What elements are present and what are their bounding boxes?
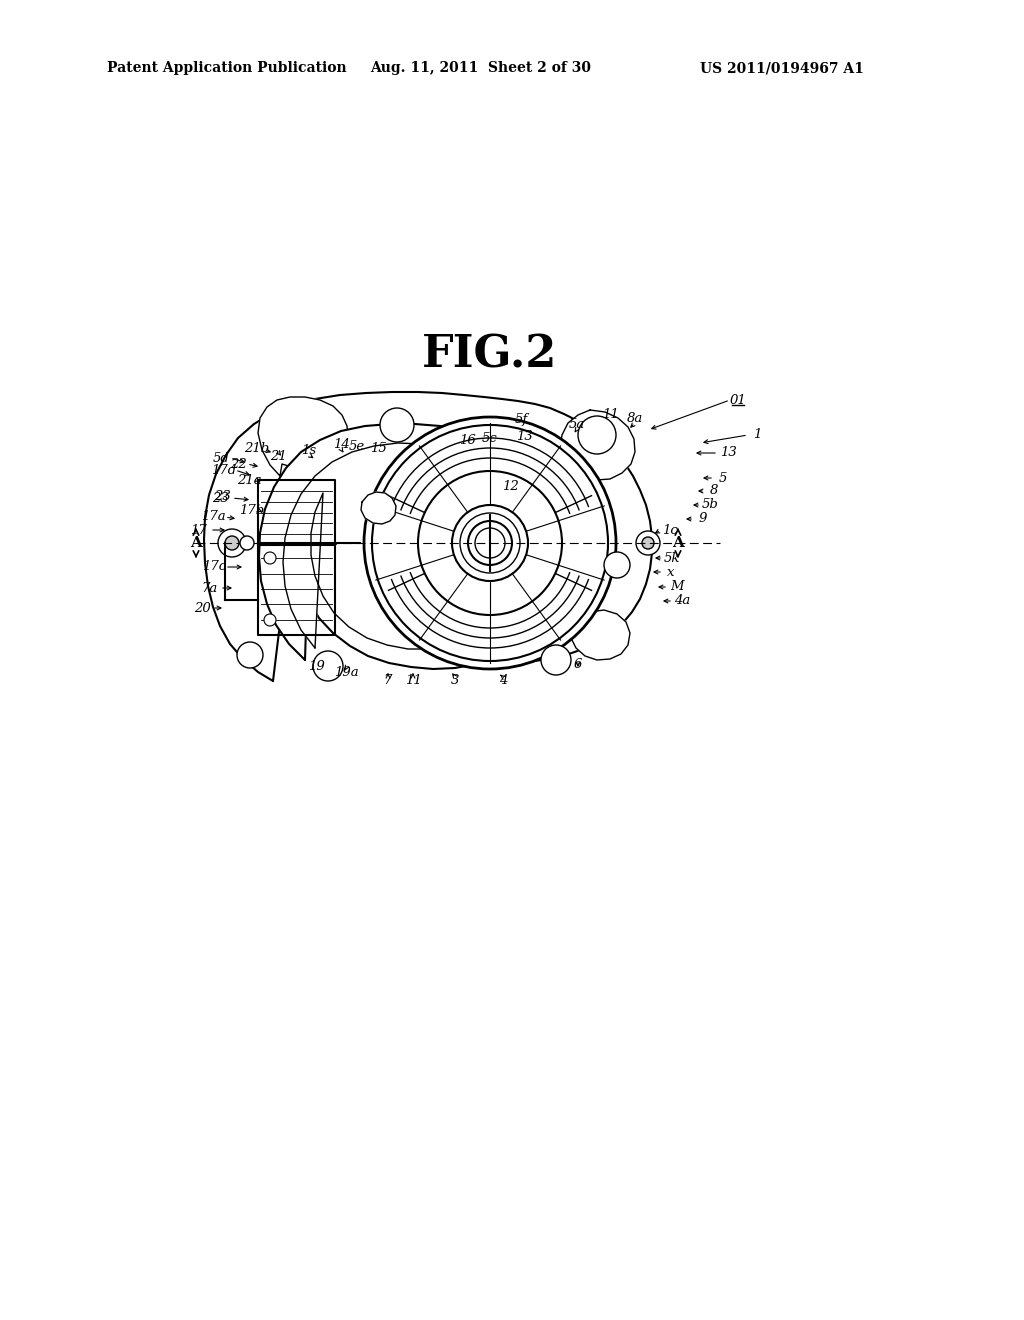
Text: 5d: 5d <box>213 451 229 465</box>
Text: 17d: 17d <box>211 463 237 477</box>
Circle shape <box>475 528 505 558</box>
Circle shape <box>313 651 343 681</box>
Text: 21: 21 <box>269 450 287 462</box>
Polygon shape <box>361 492 396 524</box>
Circle shape <box>578 416 616 454</box>
Polygon shape <box>204 392 652 681</box>
Circle shape <box>240 536 254 550</box>
Circle shape <box>364 417 616 669</box>
Text: 9: 9 <box>698 512 708 525</box>
Polygon shape <box>259 424 558 669</box>
Text: 13: 13 <box>516 429 532 442</box>
Circle shape <box>460 513 520 573</box>
Text: 20: 20 <box>194 602 210 615</box>
Circle shape <box>372 425 608 661</box>
Text: FIG.2: FIG.2 <box>422 334 558 376</box>
Text: 7: 7 <box>384 675 392 688</box>
Circle shape <box>541 645 571 675</box>
Text: 01: 01 <box>730 393 746 407</box>
Text: 4: 4 <box>499 675 507 688</box>
Text: 21b: 21b <box>245 441 269 454</box>
Text: 3: 3 <box>451 675 459 688</box>
Text: US 2011/0194967 A1: US 2011/0194967 A1 <box>700 61 864 75</box>
Text: 17c: 17c <box>202 561 226 573</box>
Text: Patent Application Publication: Patent Application Publication <box>106 61 347 75</box>
Text: 4a: 4a <box>674 594 690 607</box>
Text: 5: 5 <box>719 471 727 484</box>
Circle shape <box>468 521 512 565</box>
Text: 6: 6 <box>573 659 583 672</box>
Text: x: x <box>668 565 675 578</box>
Text: 8a: 8a <box>627 412 643 425</box>
Circle shape <box>380 408 414 442</box>
Text: 7a: 7a <box>202 582 218 594</box>
Text: 22: 22 <box>229 458 247 470</box>
Text: 11: 11 <box>404 675 421 688</box>
Polygon shape <box>571 610 630 660</box>
Text: 23: 23 <box>214 491 230 503</box>
Circle shape <box>604 552 630 578</box>
Text: 8: 8 <box>710 484 718 498</box>
Circle shape <box>225 536 239 550</box>
Text: 13: 13 <box>720 446 736 459</box>
Text: 5f: 5f <box>514 412 527 425</box>
Circle shape <box>218 529 246 557</box>
Circle shape <box>452 506 528 581</box>
Text: 14: 14 <box>333 437 349 450</box>
Text: 17: 17 <box>189 524 207 536</box>
Text: 16: 16 <box>459 433 475 446</box>
Text: Aug. 11, 2011  Sheet 2 of 30: Aug. 11, 2011 Sheet 2 of 30 <box>370 61 591 75</box>
Text: 1s: 1s <box>301 444 316 457</box>
Text: 15: 15 <box>370 441 386 454</box>
Text: A: A <box>672 536 684 550</box>
Text: 17a: 17a <box>201 511 225 524</box>
Text: 21a: 21a <box>237 474 261 487</box>
Circle shape <box>264 614 276 626</box>
Circle shape <box>636 531 660 554</box>
Circle shape <box>642 537 654 549</box>
Text: 19: 19 <box>307 660 325 672</box>
Text: 1: 1 <box>753 429 761 441</box>
Text: 5a: 5a <box>569 417 585 430</box>
Polygon shape <box>560 411 635 480</box>
Text: 5c: 5c <box>482 432 498 445</box>
Text: 11: 11 <box>602 408 618 421</box>
Text: 1c: 1c <box>663 524 678 536</box>
Polygon shape <box>283 444 524 649</box>
Text: 23: 23 <box>212 491 228 504</box>
Text: M: M <box>670 581 684 594</box>
Text: 19a: 19a <box>334 665 358 678</box>
Circle shape <box>264 552 276 564</box>
Circle shape <box>237 642 263 668</box>
Text: 5e: 5e <box>349 441 366 454</box>
Polygon shape <box>258 397 348 477</box>
Text: 17b: 17b <box>240 503 264 516</box>
Circle shape <box>418 471 562 615</box>
Text: 5b: 5b <box>701 499 719 511</box>
Text: 12: 12 <box>502 480 518 494</box>
Text: A: A <box>190 536 202 550</box>
Text: 5k: 5k <box>664 552 680 565</box>
